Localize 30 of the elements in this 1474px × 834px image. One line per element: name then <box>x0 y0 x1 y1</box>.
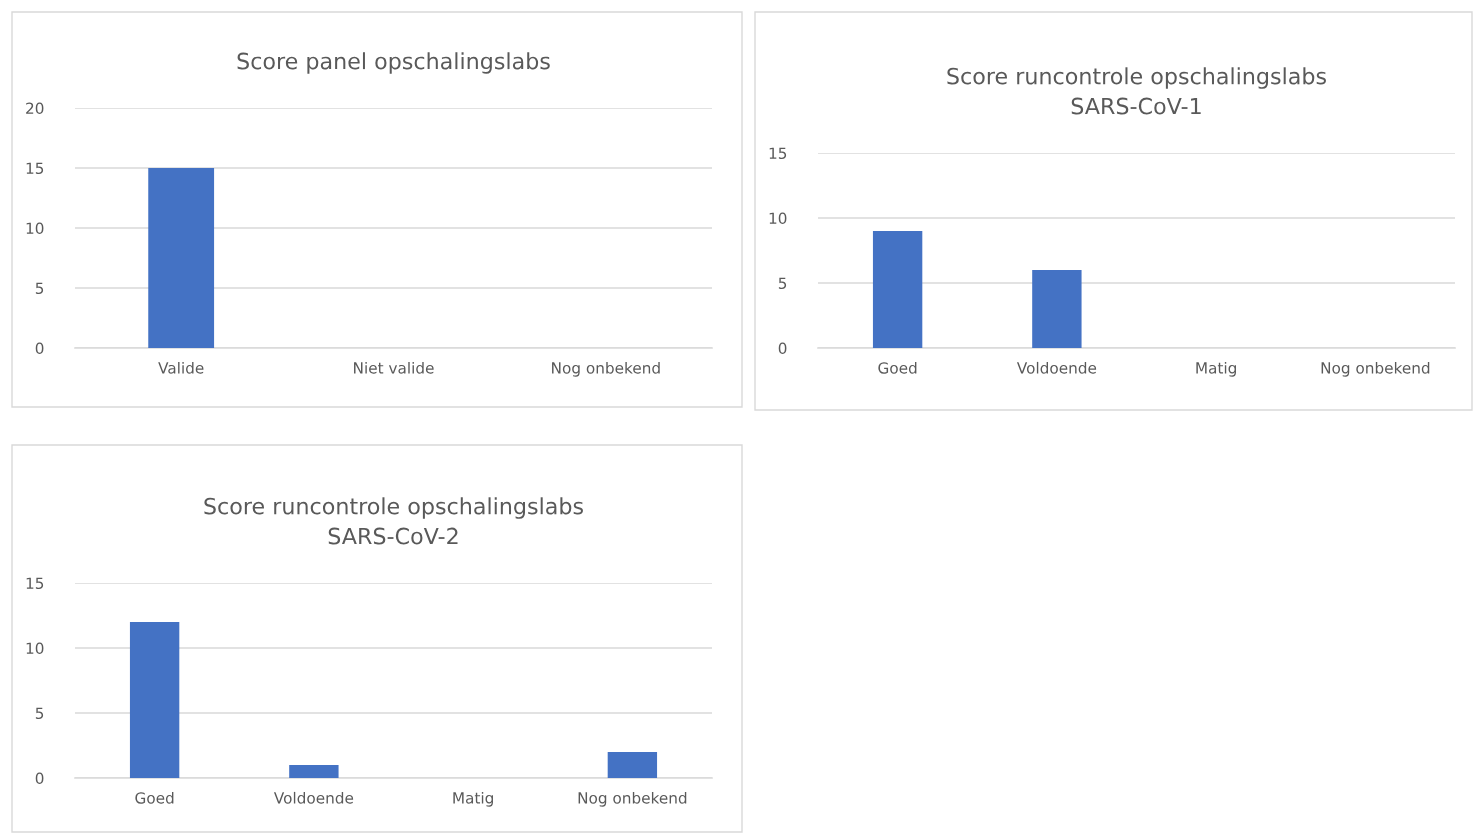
x-tick-label: Goed <box>878 361 917 374</box>
chart-title: Score runcontrole opschalingslabs SARS-CoV-1 <box>947 67 1326 115</box>
x-tick-label: Voldoende <box>273 791 354 804</box>
bar <box>289 765 339 778</box>
x-tick-label: Niet valide <box>354 361 434 374</box>
bar <box>607 752 658 778</box>
y-tick-label: 0 <box>35 342 44 355</box>
chart-title: Score runcontrole opschalingslabs SARS-CoV-2 <box>204 497 583 545</box>
y-tick-label: 15 <box>26 577 44 590</box>
y-tick-label: 10 <box>26 642 44 655</box>
x-tick-label: Voldoende <box>1016 361 1097 374</box>
chart-title: Score panel opschalingslabs <box>237 52 550 74</box>
y-tick-label: 0 <box>35 772 44 785</box>
x-tick-label: Matig <box>453 791 493 807</box>
y-tick-label: 5 <box>778 277 787 290</box>
y-tick-label: 15 <box>769 147 787 160</box>
y-tick-label: 10 <box>769 212 787 225</box>
x-tick-label: Valide <box>158 361 204 374</box>
y-tick-label: 5 <box>35 707 44 720</box>
x-tick-label: Matig <box>1196 361 1236 377</box>
x-tick-label: Nog onbekend <box>1321 361 1430 377</box>
bar <box>129 622 180 778</box>
x-tick-label: Goed <box>135 791 174 804</box>
y-tick-label: 10 <box>26 222 44 235</box>
y-tick-label: 5 <box>35 282 44 295</box>
y-tick-label: 0 <box>778 342 787 355</box>
y-tick-label: 20 <box>26 102 44 115</box>
x-tick-label: Nog onbekend <box>578 791 687 807</box>
y-tick-label: 15 <box>26 162 44 175</box>
x-tick-label: Nog onbekend <box>552 361 660 377</box>
